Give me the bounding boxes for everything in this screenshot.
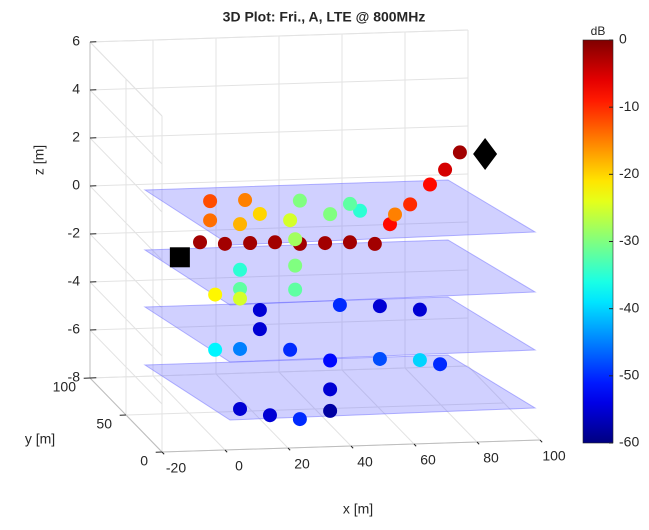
colorbar-tick-label: -30 [619,232,639,248]
x-tick-label: 100 [542,448,566,464]
data-point [288,232,302,246]
x-tick-label: 20 [294,456,310,472]
data-point [373,352,387,366]
floor-plane [145,240,535,305]
x-tick-label: 80 [483,450,499,466]
x-tick-label: 60 [420,452,436,468]
data-point [343,197,357,211]
data-point [218,237,232,251]
data-point [403,197,417,211]
z-tick-label: -4 [68,273,81,289]
marker-square [170,247,190,267]
data-point [243,236,257,250]
data-point [343,235,357,249]
z-axis-label: z [m] [31,145,47,175]
floor-plane [145,355,535,420]
z-tick-label: 2 [72,129,80,145]
data-point [263,408,277,422]
data-point [413,303,427,317]
x-tick-label: 0 [235,458,243,474]
tick-mark [540,440,542,442]
colorbar [583,40,613,443]
data-point [373,299,387,313]
x-axis-label: x [m] [343,501,373,517]
x-tick-label: -20 [166,460,186,476]
z-tick-label: -6 [68,321,81,337]
data-point [208,288,222,302]
colorbar-tick-label: -20 [619,165,639,181]
data-point [203,194,217,208]
data-point [318,236,332,250]
data-point [283,213,297,227]
data-point [238,193,252,207]
data-point [253,207,267,221]
colorbar-tick-label: -10 [619,98,639,114]
data-point [233,217,247,231]
data-point [233,342,247,356]
data-point [293,194,307,208]
data-point [253,303,267,317]
chart-title: 3D Plot: Fri., A, LTE @ 800MHz [223,9,426,25]
data-point [283,343,297,357]
data-point [368,237,382,251]
marker-diamond [473,138,497,170]
floor-plane [145,180,535,245]
data-point [433,357,447,371]
data-point [193,235,207,249]
data-point [333,298,347,312]
y-axis-label: y [m] [25,431,55,447]
data-point [288,283,302,297]
z-tick-label: 0 [72,177,80,193]
data-point [323,354,337,368]
data-point [288,259,302,273]
data-point [438,163,452,177]
data-point [233,263,247,277]
data-point [323,404,337,418]
data-point [253,322,267,336]
colorbar-tick-label: -50 [619,367,639,383]
z-tick-label: -8 [68,369,81,385]
data-point [233,292,247,306]
data-point [203,213,217,227]
x-tick-label: 40 [357,454,373,470]
data-point [423,178,437,192]
colorbar-tick-label: -40 [619,299,639,315]
data-point [413,353,427,367]
z-tick-label: 4 [72,81,80,97]
data-point [388,207,402,221]
data-point [453,145,467,159]
colorbar-tick-label: 0 [619,31,627,47]
data-point [293,412,307,426]
z-tick-label: 6 [72,33,80,49]
data-point [233,402,247,416]
data-point [208,343,222,357]
data-point [323,207,337,221]
z-tick-label: -2 [68,225,81,241]
colorbar-tick-label: -60 [619,434,639,450]
y-tick-label: 50 [96,416,112,432]
data-point [268,235,282,249]
data-point [323,382,337,396]
y-tick-label: 0 [140,453,148,469]
colorbar-label: dB [591,24,606,38]
